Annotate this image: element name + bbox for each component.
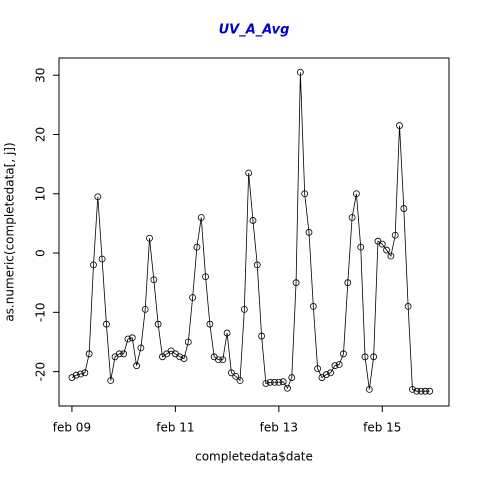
data-point	[176, 353, 184, 361]
data-point	[284, 384, 291, 392]
data-point	[137, 344, 145, 352]
data-point	[258, 332, 265, 340]
x-tick-label: feb 15	[363, 421, 401, 435]
data-point	[94, 193, 102, 201]
data-point	[228, 369, 235, 377]
data-point	[197, 214, 205, 221]
data-point	[335, 361, 343, 368]
data-point	[184, 338, 192, 346]
data-point	[133, 362, 140, 370]
y-tick-label: 20	[34, 127, 48, 142]
data-point	[383, 246, 390, 254]
data-point	[68, 374, 76, 381]
y-tick-label: -10	[34, 303, 48, 323]
data-point	[344, 279, 352, 287]
data-point	[288, 374, 296, 381]
data-point	[426, 387, 434, 395]
x-tick-label: feb 13	[260, 421, 298, 435]
data-point	[370, 353, 378, 361]
data-point	[72, 371, 80, 379]
data-point	[296, 68, 304, 76]
data-point	[249, 217, 257, 224]
data-point	[206, 320, 214, 328]
data-point	[309, 303, 317, 310]
data-point	[391, 231, 399, 239]
x-tick-label: feb 11	[156, 421, 194, 435]
data-point	[305, 228, 313, 236]
data-point	[128, 334, 136, 342]
data-point	[266, 378, 274, 386]
data-point	[413, 387, 421, 395]
data-point	[115, 350, 123, 358]
data-point	[353, 190, 360, 198]
data-point	[180, 355, 188, 362]
data-point	[387, 252, 395, 260]
data-point	[245, 169, 253, 177]
data-point	[81, 369, 89, 377]
data-point	[146, 234, 153, 242]
data-point	[301, 190, 309, 198]
x-tick-label: feb 09	[53, 421, 91, 435]
data-point	[322, 371, 330, 378]
data-point	[279, 378, 287, 386]
data-point	[409, 386, 416, 393]
data-point	[236, 377, 244, 384]
data-point	[404, 303, 412, 310]
data-point	[271, 378, 278, 386]
data-point	[365, 386, 373, 393]
data-point	[292, 279, 300, 287]
chart-title: UV_A_Avg	[219, 23, 290, 38]
data-point	[154, 320, 162, 328]
data-point	[120, 350, 128, 358]
y-axis-label: as.numeric(completedata[, j])	[3, 142, 17, 321]
data-point	[240, 305, 248, 313]
data-point	[223, 329, 231, 337]
data-point	[107, 377, 115, 384]
data-point	[98, 255, 106, 263]
y-tick-label: 0	[34, 249, 48, 257]
data-point	[314, 365, 322, 373]
data-point	[331, 362, 339, 370]
data-point	[378, 240, 386, 248]
data-point	[189, 294, 197, 301]
data-point	[202, 273, 209, 281]
data-point	[232, 372, 240, 380]
data-point	[124, 335, 132, 343]
data-point	[396, 122, 403, 129]
data-point	[85, 350, 93, 358]
y-tick-label: -20	[34, 362, 48, 382]
data-point	[150, 276, 158, 284]
data-point	[219, 356, 227, 364]
data-point	[357, 243, 365, 251]
data-point	[262, 380, 270, 387]
data-point	[253, 261, 261, 269]
x-axis-label: completedata$date	[195, 450, 313, 464]
data-point	[361, 353, 369, 361]
data-point	[417, 387, 425, 395]
data-point	[275, 378, 283, 386]
data-point	[77, 370, 84, 378]
series-line	[71, 72, 430, 392]
data-point	[193, 243, 201, 251]
data-point	[103, 320, 110, 328]
data-point	[400, 205, 408, 212]
data-point	[421, 387, 429, 395]
data-point	[340, 350, 347, 358]
data-point	[141, 305, 149, 313]
data-point	[215, 356, 222, 364]
data-point	[327, 369, 334, 377]
data-point	[348, 214, 356, 221]
plot-frame	[58, 57, 450, 407]
y-tick-label: 10	[34, 186, 48, 201]
y-tick-label: 30	[34, 68, 48, 83]
data-point	[90, 261, 97, 269]
